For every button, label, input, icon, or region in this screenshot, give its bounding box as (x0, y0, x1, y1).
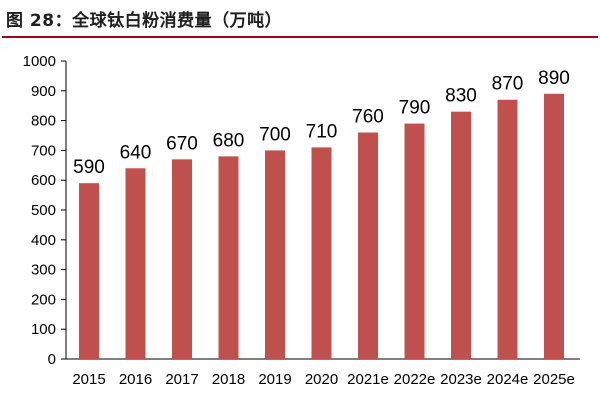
y-tick-label: 1000 (23, 53, 56, 70)
x-tick-label: 2015 (72, 371, 105, 388)
y-tick-label: 900 (31, 83, 56, 100)
bar (265, 150, 285, 359)
x-tick-label: 2016 (119, 371, 152, 388)
y-tick-label: 800 (31, 113, 56, 130)
bar (544, 93, 564, 359)
data-label: 830 (445, 86, 477, 107)
data-label: 640 (120, 142, 152, 163)
x-tick-label: 2017 (165, 371, 198, 388)
bar (218, 156, 239, 359)
bar (358, 132, 378, 359)
y-tick-label: 0 (48, 351, 56, 368)
data-label: 670 (166, 133, 198, 154)
bar (79, 183, 99, 359)
bar (451, 111, 471, 359)
bar (404, 123, 425, 359)
y-tick-label: 300 (31, 262, 56, 279)
x-tick-label: 2022e (394, 371, 436, 388)
y-tick-label: 100 (31, 321, 56, 338)
x-tick-label: 2019 (258, 371, 291, 388)
data-label: 870 (492, 74, 524, 95)
x-tick-label: 2025e (533, 371, 575, 388)
x-tick-label: 2020 (305, 371, 338, 388)
y-tick-label: 200 (31, 291, 56, 308)
y-tick-label: 600 (31, 172, 56, 189)
bar (125, 168, 146, 359)
x-tick-label: 2021e (347, 371, 389, 388)
data-label: 710 (306, 121, 338, 142)
y-tick-label: 700 (31, 142, 56, 159)
title-rule (2, 36, 598, 38)
x-tick-label: 2023e (440, 371, 482, 388)
data-label: 700 (259, 124, 291, 145)
figure-title: 图 28：全球钛白粉消费量（万吨） (6, 11, 283, 31)
x-tick-label: 2024e (487, 371, 529, 388)
data-label: 760 (352, 107, 384, 128)
bar (497, 99, 518, 360)
bar (172, 159, 192, 359)
data-label: 590 (73, 157, 105, 178)
y-tick-label: 400 (31, 232, 56, 249)
data-label: 790 (399, 98, 431, 119)
bar (311, 147, 332, 359)
x-tick-label: 2018 (212, 371, 245, 388)
data-label: 890 (538, 68, 570, 89)
data-label: 680 (213, 130, 245, 151)
y-tick-label: 500 (31, 202, 56, 219)
